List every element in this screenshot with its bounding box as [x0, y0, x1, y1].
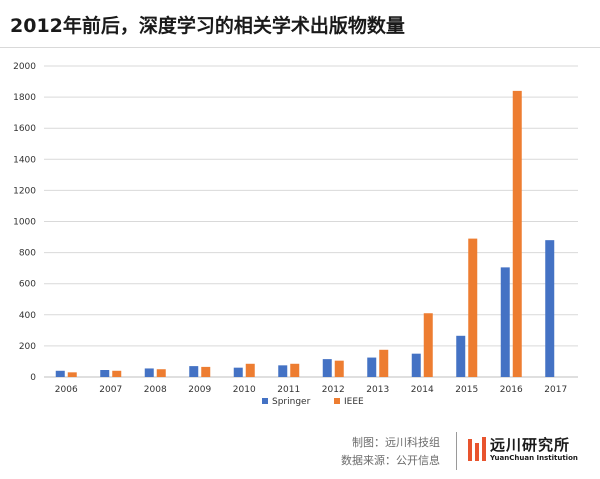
bar-ieee-2006	[67, 372, 77, 377]
bar-ieee-2016	[512, 90, 522, 377]
y-tick-label: 1600	[13, 124, 36, 134]
y-tick-label: 600	[19, 280, 36, 290]
bar-chart: 0 200 400 600 800 1000 1200 1400 1600 1800 2000 20…	[13, 62, 578, 407]
bar-springer-2009	[189, 366, 199, 377]
page-title: 2012年前后，深度学习的相关学术出版物数量	[10, 15, 405, 37]
y-axis-tick-labels: 0 200 400 600 800 1000 1200 1400 1600 1800 2000	[13, 62, 36, 383]
title-divider	[0, 47, 600, 48]
y-tick-label: 1400	[13, 155, 36, 165]
grid-lines	[44, 65, 578, 378]
x-tick-label: 2008	[144, 385, 167, 395]
y-tick-label: 2000	[13, 62, 36, 72]
yuanchuan-logo-icon	[468, 437, 486, 461]
bar-ieee-2009	[201, 366, 211, 377]
x-tick-label: 2011	[277, 385, 300, 395]
bar-springer-2010	[233, 367, 243, 377]
x-tick-label: 2013	[366, 385, 389, 395]
x-tick-label: 2010	[233, 385, 256, 395]
brand-name-cn: 远川研究所	[490, 436, 571, 454]
x-tick-label: 2014	[411, 385, 434, 395]
legend-swatch	[262, 398, 268, 404]
brand-name-en: YuanChuan Institution	[490, 454, 578, 462]
bar-springer-2006	[55, 370, 65, 377]
x-tick-label: 2009	[188, 385, 211, 395]
bar-springer-2012	[322, 359, 332, 377]
bar-ieee-2011	[290, 363, 300, 377]
y-tick-label: 800	[19, 249, 36, 259]
y-tick-label: 0	[30, 373, 36, 383]
footer: 制图：远川科技组 数据来源：公开信息 远川研究所 YuanChuan Insti…	[0, 424, 600, 479]
bar-ieee-2007	[112, 370, 122, 377]
bar-springer-2016	[500, 267, 510, 377]
legend-swatch	[334, 398, 340, 404]
x-tick-label: 2016	[500, 385, 523, 395]
bar-springer-2011	[278, 365, 288, 377]
footer-divider	[456, 432, 457, 470]
x-tick-label: 2015	[455, 385, 478, 395]
bars	[55, 90, 555, 377]
bar-ieee-2014	[423, 313, 433, 377]
x-tick-label: 2012	[322, 385, 345, 395]
y-tick-label: 1000	[13, 218, 36, 228]
credit-source: 数据来源：公开信息	[341, 454, 440, 467]
bar-springer-2015	[456, 335, 466, 377]
legend: Springer IEEE	[262, 397, 364, 407]
bar-ieee-2012	[334, 360, 344, 377]
bar-ieee-2010	[245, 363, 255, 377]
x-axis-tick-labels: 2006 2007 2008 2009 2010 2011 2012 2013 2014 2015…	[55, 385, 567, 395]
y-tick-label: 1200	[13, 186, 36, 196]
y-tick-label: 1800	[13, 93, 36, 103]
legend-label: IEEE	[344, 397, 364, 407]
bar-ieee-2008	[156, 369, 166, 377]
bar-springer-2014	[411, 353, 421, 377]
bar-springer-2008	[144, 368, 154, 377]
x-tick-label: 2017	[544, 385, 567, 395]
y-tick-label: 400	[19, 311, 36, 321]
bar-springer-2007	[100, 370, 110, 377]
title-bar: 2012年前后，深度学习的相关学术出版物数量	[0, 0, 600, 48]
bar-springer-2017	[545, 240, 555, 377]
credit-maker: 制图：远川科技组	[352, 436, 440, 449]
bar-ieee-2015	[468, 238, 478, 377]
bar-springer-2013	[367, 357, 377, 377]
x-tick-label: 2006	[55, 385, 78, 395]
x-tick-label: 2007	[99, 385, 122, 395]
bar-ieee-2013	[379, 349, 389, 377]
legend-label: Springer	[272, 397, 311, 407]
y-tick-label: 200	[19, 342, 36, 352]
